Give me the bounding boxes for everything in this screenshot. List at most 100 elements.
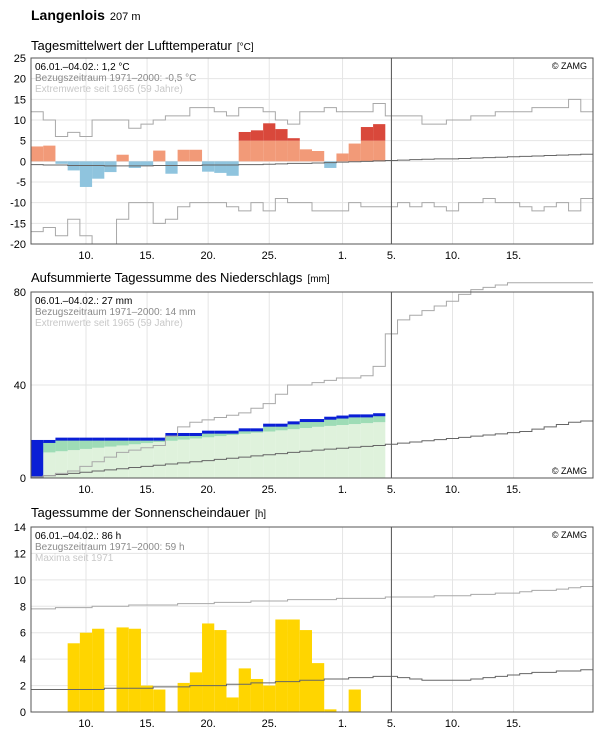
precipitation-top bbox=[177, 432, 190, 436]
precipitation-top bbox=[67, 437, 80, 441]
x-tick-label: 10. bbox=[78, 718, 93, 729]
y-tick-label: 12 bbox=[14, 548, 26, 560]
sunshine-bar bbox=[177, 682, 190, 712]
info-extremes: Maxima seit 1971 bbox=[35, 553, 114, 564]
precipitation-top bbox=[128, 437, 141, 441]
y-tick-label: 80 bbox=[14, 287, 26, 299]
precipitation-top bbox=[250, 428, 264, 432]
x-tick-label: 10. bbox=[78, 250, 93, 262]
precipitation-top bbox=[226, 430, 239, 434]
sunshine-bar bbox=[67, 643, 80, 712]
y-tick-label: -20 bbox=[10, 239, 26, 251]
temperature-bar bbox=[348, 143, 361, 162]
precipitation-normal-band bbox=[214, 436, 227, 478]
x-tick-label: 20. bbox=[201, 718, 216, 729]
precipitation-top bbox=[275, 423, 288, 427]
precipitation-first-bar bbox=[31, 441, 44, 478]
precipitation-top bbox=[360, 414, 374, 418]
precipitation-normal-band bbox=[336, 424, 349, 478]
precipitation-top bbox=[116, 437, 129, 441]
x-tick-label: 5. bbox=[387, 718, 396, 729]
precipitation-bar bbox=[312, 421, 325, 427]
chart-title: Aufsummierte Tagessumme des Niederschlag… bbox=[31, 270, 303, 285]
precipitation-normal-band bbox=[226, 434, 239, 478]
precipitation-normal-band bbox=[238, 433, 251, 478]
y-tick-label: 14 bbox=[14, 522, 26, 534]
sunshine-panel: Tagessumme der Sonnenscheindauer [h] 14 12 1… bbox=[14, 505, 594, 729]
station-name: Langenlois bbox=[31, 7, 105, 23]
info-normal: Bezugszeitraum 1971–2000: -0,5 °C bbox=[35, 73, 196, 84]
precipitation-top bbox=[165, 432, 178, 436]
y-tick-label: 20 bbox=[14, 74, 26, 86]
x-tick-label: 15. bbox=[506, 484, 521, 496]
y-tick-label: 5 bbox=[20, 136, 26, 148]
precipitation-top bbox=[92, 437, 105, 441]
precipitation-normal-band bbox=[43, 452, 56, 478]
x-tick-label: 10. bbox=[78, 484, 93, 496]
precipitation-bar bbox=[177, 434, 190, 440]
temperature-bar-below bbox=[140, 161, 154, 166]
precipitation-bar bbox=[140, 439, 154, 444]
y-tick-label: 6 bbox=[20, 628, 26, 640]
x-tick-label: 5. bbox=[387, 250, 396, 262]
x-tick-label: 25. bbox=[262, 250, 277, 262]
info-normal: Bezugszeitraum 1971–2000: 14 mm bbox=[35, 307, 196, 318]
precipitation-bar bbox=[336, 417, 349, 425]
temperature-bar bbox=[360, 140, 374, 162]
y-tick-label: 0 bbox=[20, 156, 26, 168]
x-tick-label: 15. bbox=[506, 250, 521, 262]
precipitation-normal-band bbox=[165, 440, 178, 478]
temperature-bar-below bbox=[202, 161, 215, 172]
sunshine-bar bbox=[263, 685, 276, 712]
temperature-bar-extreme bbox=[250, 130, 264, 141]
precipitation-normal-band bbox=[373, 422, 386, 478]
x-tick-label: 25. bbox=[262, 718, 277, 729]
precipitation-top bbox=[153, 437, 166, 441]
sunshine-bar bbox=[324, 709, 337, 712]
precipitation-bar bbox=[360, 416, 374, 424]
y-tick-label: 0 bbox=[20, 707, 26, 719]
chart-unit: [°C] bbox=[237, 42, 254, 53]
precipitation-bar bbox=[116, 439, 129, 446]
chart-unit: [mm] bbox=[307, 274, 329, 285]
sunshine-bar bbox=[202, 623, 215, 712]
sunshine-bar bbox=[214, 630, 227, 712]
precipitation-top bbox=[189, 432, 203, 436]
temperature-bar bbox=[336, 153, 349, 162]
temperature-bar bbox=[116, 154, 129, 162]
precipitation-normal-band bbox=[104, 446, 117, 478]
credit-label: © ZAMG bbox=[552, 466, 587, 476]
precipitation-bar bbox=[202, 432, 215, 438]
info-extremes: Extremwerte seit 1965 (59 Jahre) bbox=[35, 84, 183, 95]
temperature-bar bbox=[153, 150, 166, 162]
precipitation-top bbox=[104, 437, 117, 441]
temperature-bar-below bbox=[128, 161, 141, 168]
page-header: Langenlois 207 m bbox=[31, 7, 140, 23]
temperature-bar-extreme bbox=[373, 124, 386, 141]
precipitation-bar bbox=[238, 430, 251, 434]
precipitation-bar bbox=[189, 434, 203, 439]
temperature-bar-extreme bbox=[238, 131, 251, 141]
info-current: 06.01.–04.02.: 86 h bbox=[35, 531, 121, 542]
y-tick-label: -10 bbox=[10, 198, 26, 210]
precipitation-top bbox=[79, 437, 93, 441]
y-tick-label: 0 bbox=[20, 473, 26, 485]
temperature-bar-below bbox=[79, 161, 93, 187]
y-tick-label: 10 bbox=[14, 115, 26, 127]
x-tick-label: 10. bbox=[445, 250, 460, 262]
x-tick-label: 1. bbox=[338, 718, 347, 729]
x-tick-label: 10. bbox=[445, 718, 460, 729]
sunshine-bar bbox=[189, 672, 203, 712]
precipitation-top bbox=[324, 416, 337, 420]
x-tick-label: 20. bbox=[201, 250, 216, 262]
precipitation-bar bbox=[67, 439, 80, 451]
precipitation-bar bbox=[263, 425, 276, 432]
x-tick-label: 15. bbox=[139, 250, 154, 262]
credit-label: © ZAMG bbox=[552, 530, 587, 540]
precipitation-top bbox=[31, 439, 44, 443]
temperature-bar bbox=[177, 149, 190, 162]
precipitation-top bbox=[238, 428, 251, 432]
sunshine-bar bbox=[226, 697, 239, 712]
